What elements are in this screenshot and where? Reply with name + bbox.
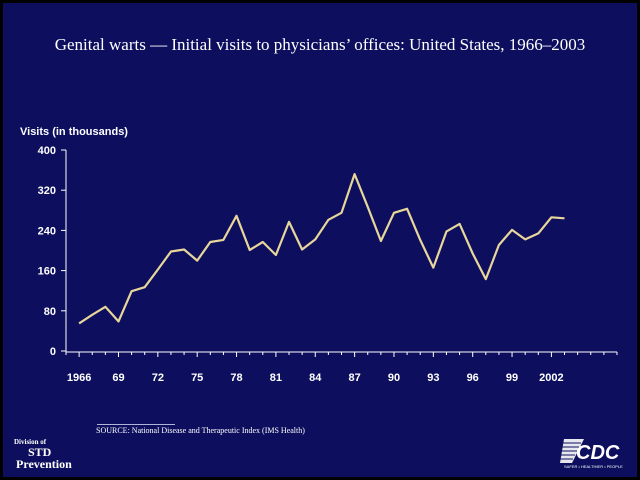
x-tick-label: 84 — [309, 372, 322, 384]
y-tick-label: 320 — [38, 185, 56, 197]
x-tick-label: 75 — [191, 372, 203, 384]
x-tick-label: 72 — [152, 372, 164, 384]
slide-background — [3, 3, 637, 477]
cdc-stripes-icon — [560, 439, 584, 463]
x-tick-label: 87 — [348, 372, 360, 384]
x-tick-label: 96 — [467, 372, 479, 384]
x-tick-label: 81 — [270, 372, 282, 384]
y-tick-label: 160 — [38, 266, 56, 278]
chart-title: Genital warts — Initial visits to physic… — [54, 35, 586, 54]
series-line — [78, 173, 565, 325]
y-tick-label: 80 — [44, 306, 56, 318]
y-tick-label: 0 — [50, 346, 56, 358]
y-tick-label: 400 — [38, 145, 56, 157]
cdc-logo: CDC SAFER • HEALTHIER • PEOPLE — [560, 439, 623, 469]
cdc-tagline: SAFER • HEALTHIER • PEOPLE — [564, 464, 623, 469]
x-tick-label: 1966 — [67, 372, 91, 384]
y-axis-label: Visits (in thousands) — [20, 126, 128, 138]
logo-division-text: Division of — [14, 438, 47, 446]
x-tick-label: 2002 — [539, 372, 563, 384]
x-tick-label: 69 — [112, 372, 124, 384]
cdc-logo-text: CDC — [576, 442, 620, 464]
source-note: SOURCE: National Disease and Therapeutic… — [96, 426, 305, 435]
x-tick-label: 93 — [427, 372, 439, 384]
x-tick-label: 99 — [506, 372, 518, 384]
x-tick-label: 78 — [230, 372, 242, 384]
std-prevention-logo: Division of STD Prevention — [12, 439, 78, 471]
logo-prevention-text: Prevention — [16, 457, 72, 471]
y-tick-label: 240 — [38, 225, 56, 237]
source-divider — [97, 424, 175, 425]
x-tick-label: 90 — [388, 372, 400, 384]
logo-std-text: STD — [28, 445, 52, 459]
